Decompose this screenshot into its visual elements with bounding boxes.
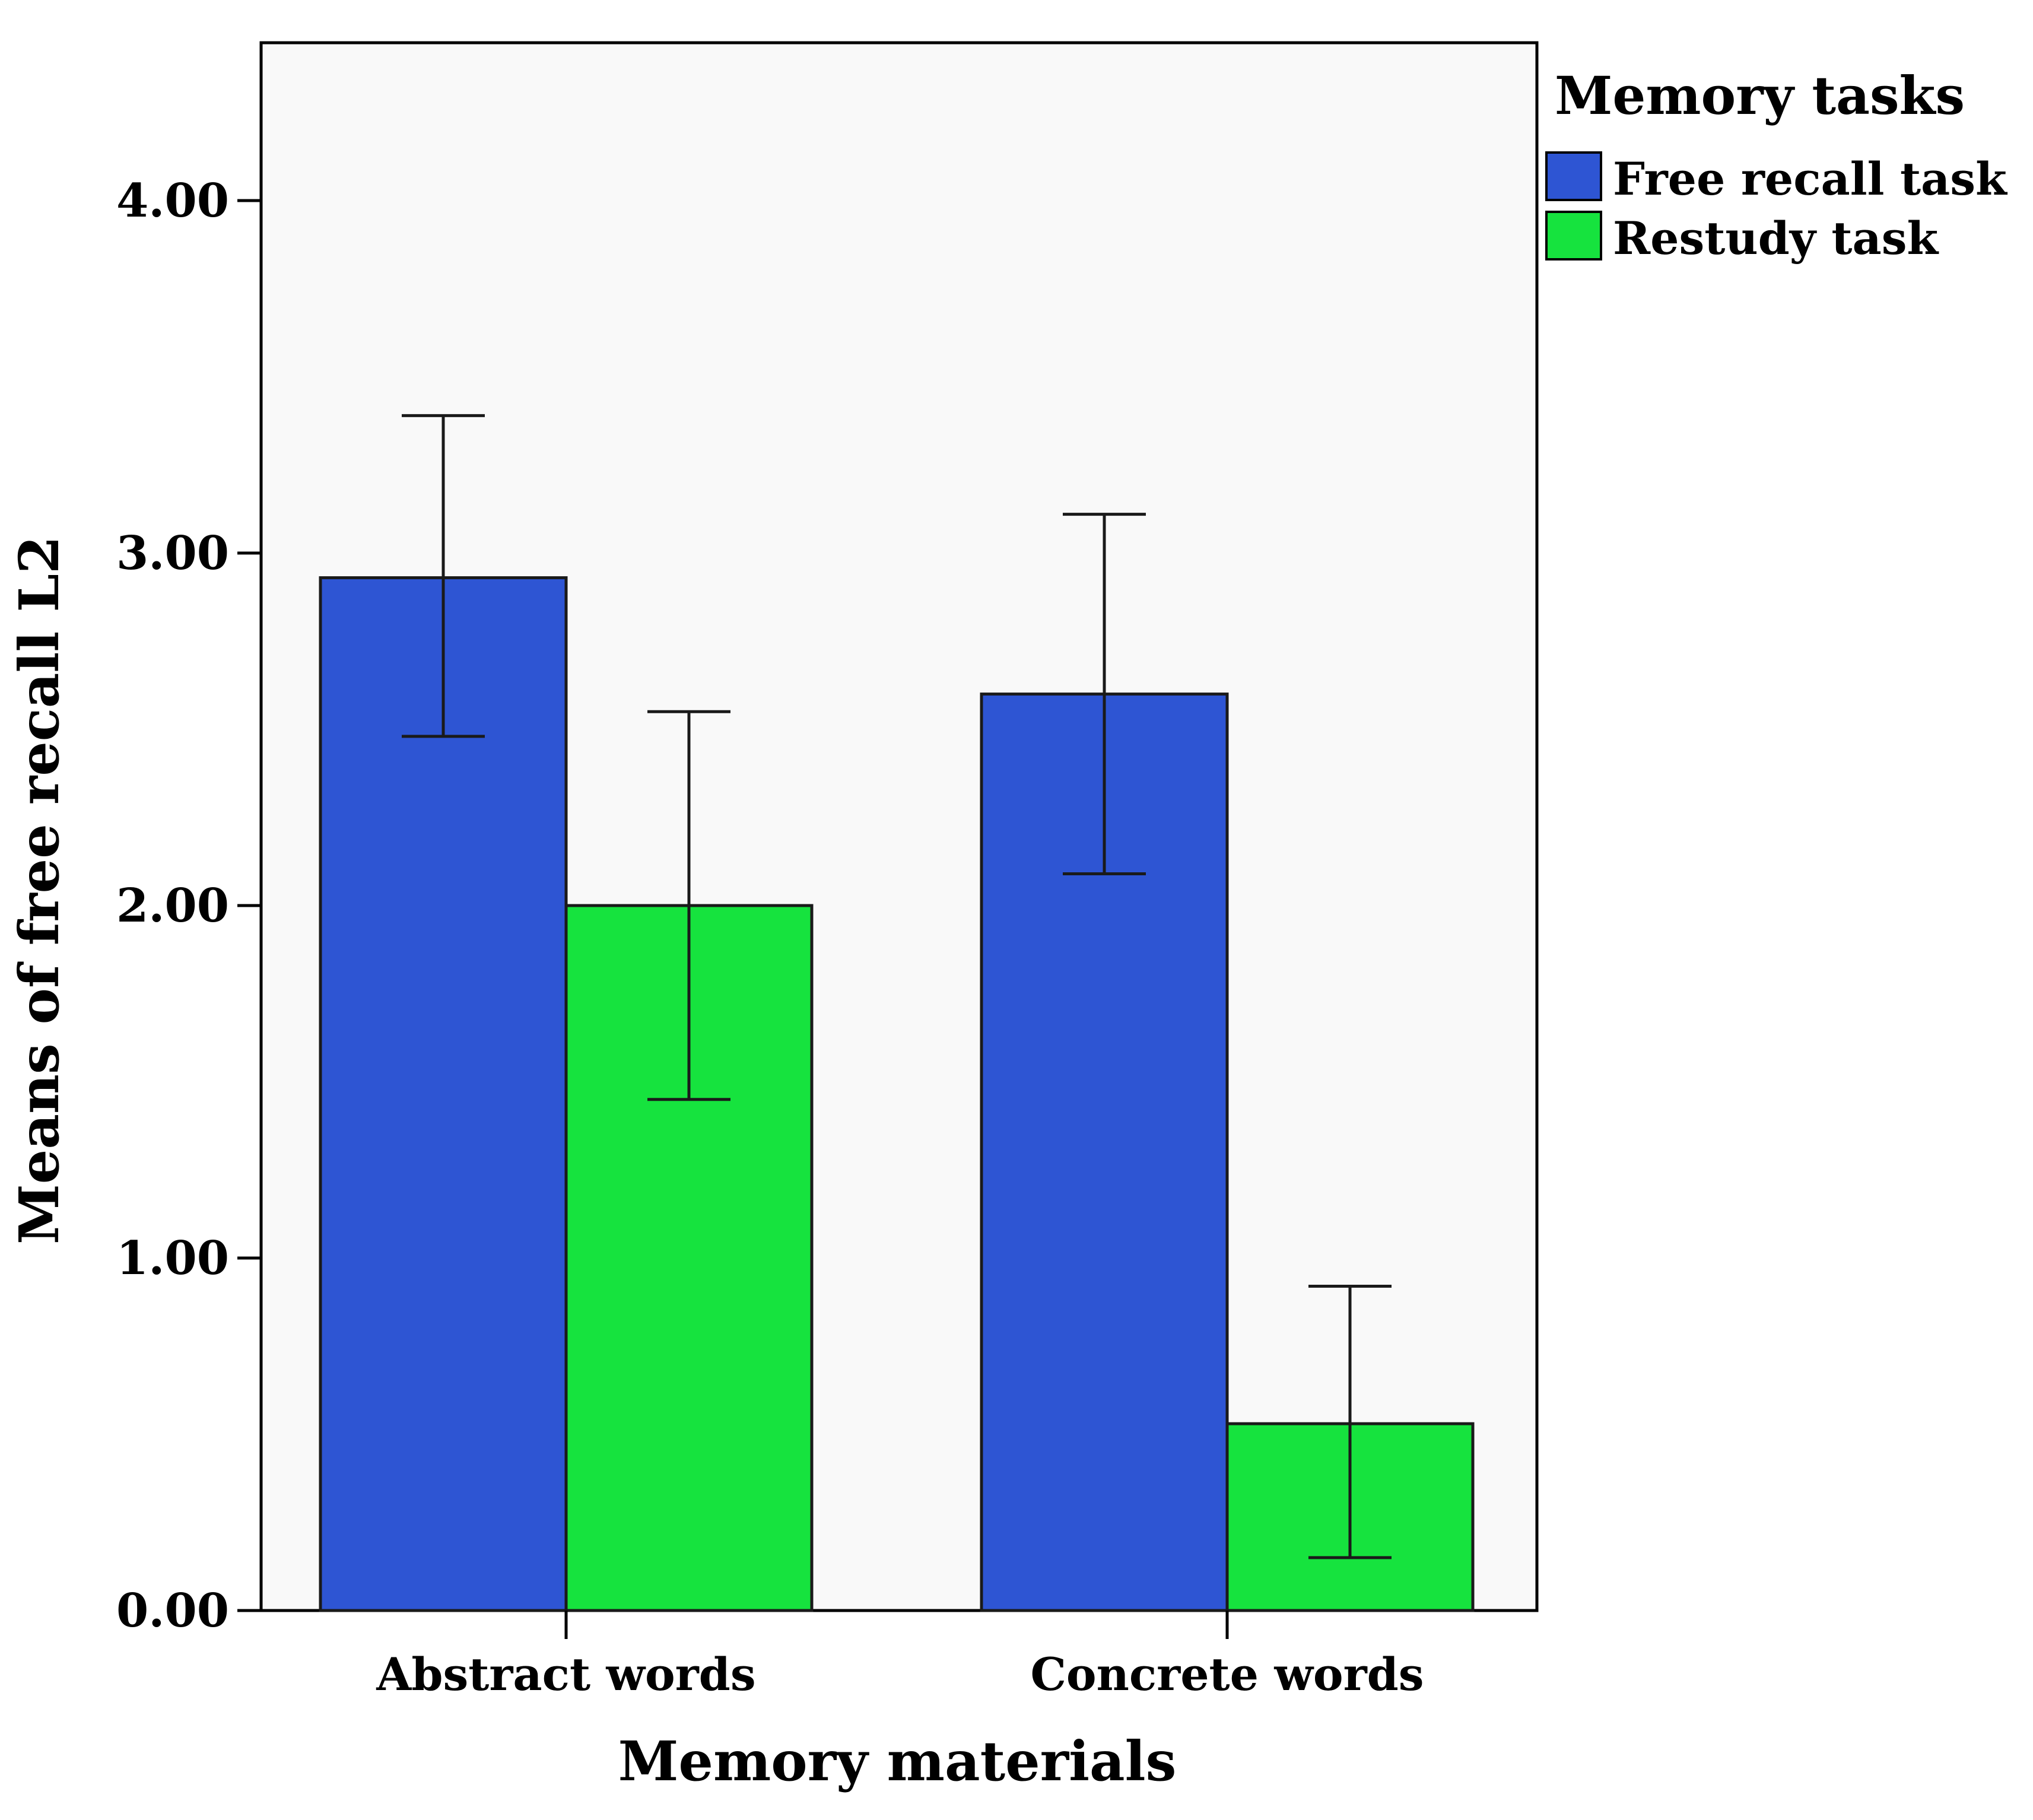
x-tick-label: Concrete words (1030, 1648, 1424, 1701)
legend-label-free-recall: Free recall task (1613, 153, 2007, 205)
legend: Memory tasks Free recall task Restudy ta… (1545, 65, 2007, 265)
legend-label-restudy: Restudy task (1613, 212, 1939, 265)
y-tick-label: 2.00 (116, 879, 229, 933)
y-axis-title: Means of free recall L2 (7, 536, 71, 1244)
error-bar-restudy-concrete (1308, 1285, 1392, 1559)
y-tick-label: 1.00 (116, 1231, 229, 1285)
x-axis: Abstract words Concrete words (376, 1611, 1424, 1701)
y-tick-label: 0.00 (116, 1584, 229, 1638)
bar-free-recall-abstract (319, 576, 568, 1612)
y-tick-label: 4.00 (116, 174, 229, 228)
error-bar-restudy-abstract (647, 710, 730, 1101)
y-tick-label: 3.00 (116, 526, 229, 580)
x-axis-title: Memory materials (618, 1729, 1177, 1793)
legend-title: Memory tasks (1555, 65, 1965, 126)
error-bar-free-recall-abstract (402, 414, 485, 738)
x-tick-label: Abstract words (376, 1648, 755, 1701)
legend-swatch-restudy (1545, 211, 1602, 261)
error-bars-layer (402, 414, 1392, 1559)
error-bar-free-recall-concrete (1063, 513, 1146, 876)
legend-swatch-free-recall (1545, 151, 1602, 201)
y-axis: 0.00 1.00 2.00 3.00 4.00 (116, 174, 261, 1638)
